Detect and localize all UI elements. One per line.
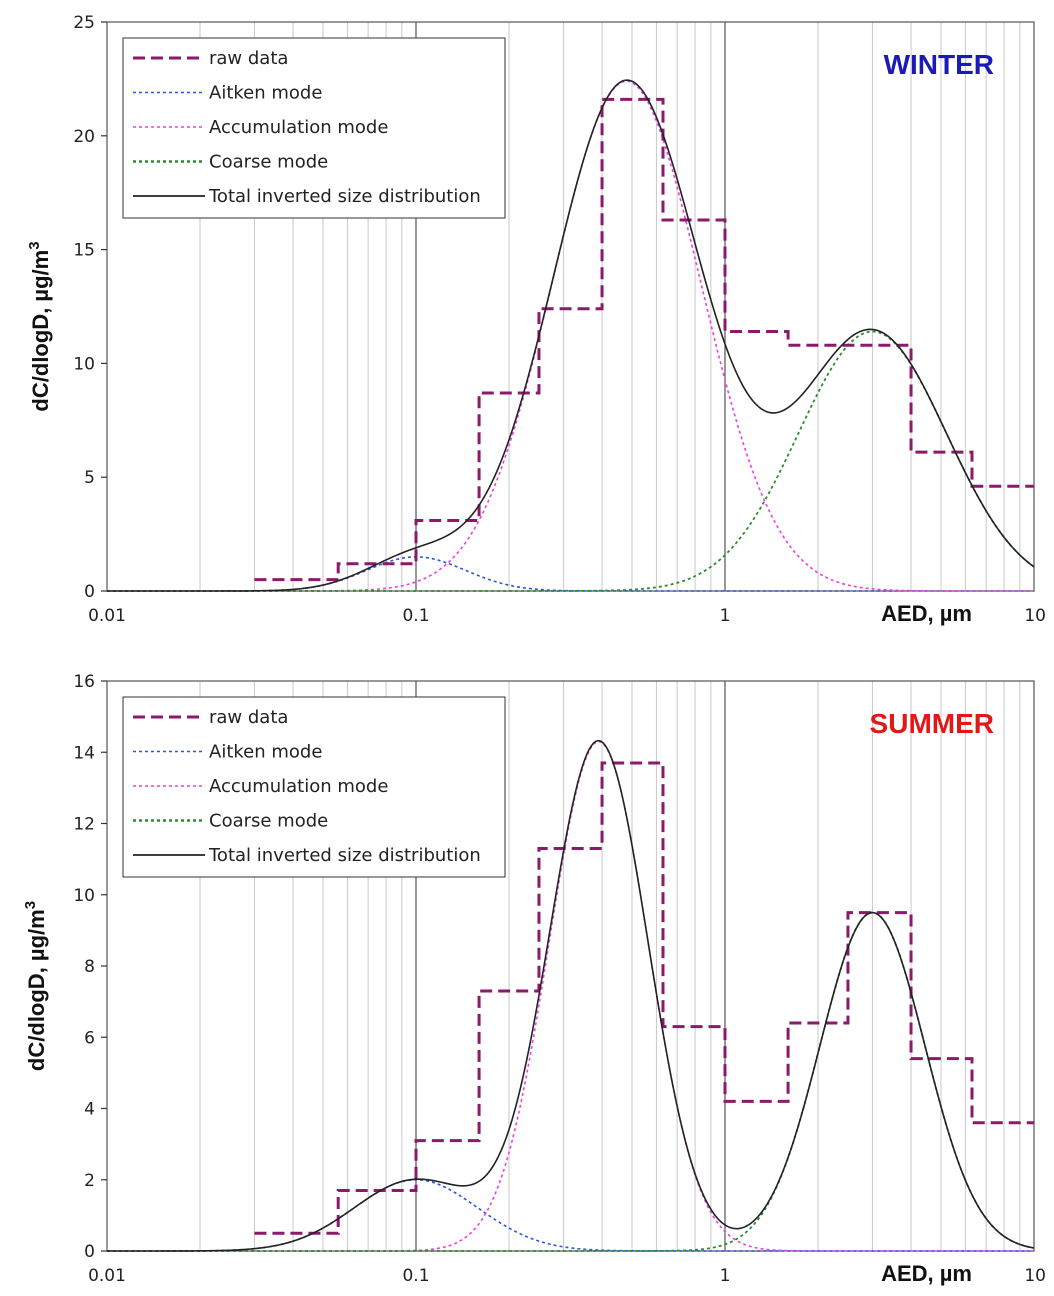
y-tick-label: 5: [84, 468, 95, 488]
aitken-mode-line: [107, 556, 1034, 592]
y-tick-label: 12: [73, 815, 95, 835]
legend-label: Coarse mode: [209, 811, 328, 832]
total-distribution-line: [107, 739, 1035, 1252]
y-tick-label: 25: [73, 13, 95, 33]
y-tick-label: 6: [84, 1028, 95, 1048]
y-tick-label: 8: [84, 957, 95, 977]
x-tick-label: 10: [1024, 606, 1046, 626]
total-distribution-line: [107, 79, 1035, 592]
coarse-mode-line: [107, 330, 1035, 592]
x-tick-label: 10: [1024, 1266, 1046, 1286]
y-tick-label: 14: [73, 743, 95, 763]
y-axis-title-superscript: 3: [26, 241, 43, 249]
y-tick-label: 20: [73, 127, 95, 147]
summer-chart-panel: 0 2 4 6 8 10 12 14 16 0.01 0.1 1 10 AED, µm dC/dlogD, …: [22, 672, 1046, 1286]
y-axis-title-superscript: 3: [22, 901, 39, 909]
legend-label: Accumulation mode: [209, 117, 388, 138]
y-axis-title: dC/dlogD, µg/m3: [22, 901, 49, 1071]
y-tick-label: 4: [84, 1100, 95, 1120]
raw-data-step-line: [254, 761, 1034, 1235]
legend-label: Accumulation mode: [209, 776, 388, 797]
legend-label: Total inverted size distribution: [208, 186, 481, 207]
x-tick-label: 1: [720, 606, 731, 626]
y-tick-label: 10: [73, 886, 95, 906]
legend-label: Total inverted size distribution: [208, 845, 481, 866]
aitken-mode-line: [107, 1178, 1034, 1252]
x-axis-title: AED, µm: [881, 1261, 972, 1286]
winter-chart-panel: 0 5 10 15 20 25 0.01 0.1 1 10 AED, µm dC/dlogD, µg/…: [26, 13, 1046, 626]
y-tick-label: 2: [84, 1171, 95, 1191]
legend-box: [122, 696, 506, 878]
y-tick-label: 0: [84, 582, 95, 602]
y-tick-label: 15: [73, 241, 95, 261]
legend-label: raw data: [209, 707, 288, 728]
coarse-mode-line: [107, 911, 1035, 1252]
legend-label: Coarse mode: [209, 152, 328, 173]
y-tick-label: 10: [73, 354, 95, 374]
y-tick-label: 0: [84, 1242, 95, 1262]
x-tick-label: 0.1: [402, 1266, 429, 1286]
season-label: SUMMER: [870, 708, 994, 739]
x-axis-title: AED, µm: [881, 601, 972, 626]
legend-label: raw data: [209, 48, 288, 69]
season-label: WINTER: [884, 49, 994, 80]
y-tick-label: 16: [73, 672, 95, 692]
raw-data-step-line: [254, 97, 1034, 582]
legend-label: Aitken mode: [209, 742, 322, 763]
x-tick-label: 0.01: [88, 1266, 126, 1286]
legend-box: [122, 37, 506, 219]
legend-label: Aitken mode: [209, 83, 322, 104]
x-tick-label: 1: [720, 1266, 731, 1286]
y-axis-title: dC/dlogD, µg/m3: [26, 241, 53, 411]
x-tick-label: 0.01: [88, 606, 126, 626]
x-tick-label: 0.1: [402, 606, 429, 626]
